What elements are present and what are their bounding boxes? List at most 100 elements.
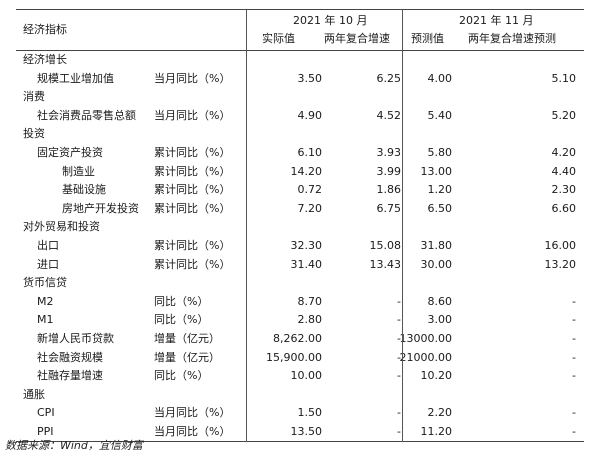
measure-type: 当月同比（%）: [154, 108, 231, 122]
indicator-name: M2: [37, 294, 54, 308]
table-row: 出口 累计同比（%） 32.30 15.08 31.80 16.00: [16, 237, 584, 256]
col-cagr-header: 两年复合增速: [324, 32, 390, 45]
indicator-name: 消费: [23, 90, 45, 104]
table-row: 房地产开发投资 累计同比（%） 7.20 6.75 6.50 6.60: [16, 200, 584, 219]
indicator-name: 社融存量增速: [37, 369, 103, 383]
oct-actual-value: 15,900.00: [266, 350, 322, 364]
table-row: 经济增长: [16, 51, 584, 70]
oct-actual-value: 14.20: [290, 164, 323, 178]
oct-actual-value: 0.72: [297, 183, 323, 197]
measure-type: 累计同比（%）: [154, 183, 231, 197]
oct-actual-value: 3.50: [297, 71, 323, 85]
measure-type: 累计同比（%）: [154, 238, 231, 252]
measure-type: 同比（%）: [154, 313, 209, 327]
table-row: 新增人民币贷款 增量（亿元） 8,262.00-13000.00-: [16, 330, 584, 349]
nov-cagr-forecast-value: -: [572, 406, 576, 420]
measure-type: 累计同比（%）: [154, 164, 231, 178]
group-oct-header: 2021 年 10 月: [293, 14, 368, 27]
oct-cagr-value: 3.99: [376, 164, 402, 178]
table-row: PPI 当月同比（%） 13.50 - 11.20 -: [16, 423, 584, 442]
indicator-name: 基础设施: [62, 183, 106, 197]
column-divider-left: [246, 9, 247, 443]
table-row: 货币信贷: [16, 274, 584, 293]
nov-forecast-value: 1.20: [427, 183, 453, 197]
table-row: 投资: [16, 125, 584, 144]
indicator-name: 房地产开发投资: [62, 201, 139, 215]
nov-cagr-forecast-value: 13.20: [544, 257, 577, 271]
indicator-name: 经济增长: [23, 53, 67, 66]
nov-cagr-forecast-value: 5.20: [551, 108, 577, 122]
oct-cagr-value: 6.75: [376, 201, 402, 215]
indicator-name: PPI: [37, 424, 54, 438]
nov-forecast-value: 5.40: [427, 108, 453, 122]
oct-actual-value: 8.70: [297, 294, 323, 308]
nov-forecast-value: 2.20: [427, 406, 453, 420]
indicator-name: 新增人民币贷款: [37, 331, 114, 345]
indicator-name: CPI: [37, 406, 55, 420]
nov-forecast-value: 4.00: [427, 71, 453, 85]
nov-cagr-forecast-value: -: [572, 313, 576, 327]
measure-type: 累计同比（%）: [154, 145, 231, 159]
nov-forecast-value: 5.80: [427, 145, 453, 159]
col-cagr-forecast-header: 两年复合增速预测: [468, 32, 556, 45]
measure-type: 同比（%）: [154, 294, 209, 308]
oct-actual-value: 13.50: [290, 424, 323, 438]
table-row: 进口 累计同比（%） 31.40 13.43 30.00 13.20: [16, 256, 584, 275]
oct-actual-value: 10.00: [290, 369, 323, 383]
oct-actual-value: 31.40: [290, 257, 323, 271]
indicator-name: 货币信贷: [23, 276, 67, 290]
nov-cagr-forecast-value: 5.10: [551, 71, 577, 85]
nov-forecast-value: 11.20: [420, 424, 453, 438]
oct-cagr-value: -: [397, 424, 401, 438]
measure-type: 增量（亿元）: [154, 350, 220, 364]
nov-forecast-value: 6.50: [427, 201, 453, 215]
column-divider-right: [402, 9, 403, 443]
oct-cagr-value: -: [397, 313, 401, 327]
measure-type: 当月同比（%）: [154, 71, 231, 85]
measure-type: 当月同比（%）: [154, 424, 231, 438]
nov-cagr-forecast-value: 6.60: [551, 201, 577, 215]
nov-cagr-forecast-value: 4.20: [551, 145, 577, 159]
oct-cagr-value: -: [397, 350, 401, 364]
nov-cagr-forecast-value: -: [572, 369, 576, 383]
table-row: 社会消费品零售总额 当月同比（%） 4.90 4.52 5.40 5.20: [16, 107, 584, 126]
nov-cagr-forecast-value: -: [572, 350, 576, 364]
measure-type: 累计同比（%）: [154, 257, 231, 271]
oct-cagr-value: 6.25: [376, 71, 402, 85]
nov-cagr-forecast-value: 4.40: [551, 164, 577, 178]
table-row: CPI 当月同比（%） 1.50 - 2.20 -: [16, 404, 584, 423]
measure-type: 当月同比（%）: [154, 406, 231, 420]
oct-actual-value: 1.50: [297, 406, 323, 420]
source-note: 数据来源：Wind，宜信财富: [5, 439, 143, 452]
indicator-name: 投资: [23, 127, 45, 141]
table-row: 社会融资规模 增量（亿元） 15,900.00-21000.00-: [16, 349, 584, 368]
measure-type: 累计同比（%）: [154, 201, 231, 215]
table-row: 对外贸易和投资: [16, 218, 584, 237]
nov-forecast-value: 10.20: [420, 369, 453, 383]
oct-actual-value: 8,262.00: [273, 331, 322, 345]
table-row: 规模工业增加值 当月同比（%） 3.50 6.25 4.00 5.10: [16, 70, 584, 89]
oct-cagr-value: 3.93: [376, 145, 402, 159]
indicator-name: 出口: [37, 238, 59, 252]
oct-cagr-value: -: [397, 331, 401, 345]
table-row: 通胀: [16, 386, 584, 405]
indicator-name: 通胀: [23, 387, 45, 401]
table-body: 经济增长 规模工业增加值 当月同比（%） 3.50 6.25 4.00 5.10 消费 社会消费…: [16, 51, 584, 443]
oct-cagr-value: 1.86: [376, 183, 402, 197]
oct-cagr-value: 15.08: [369, 238, 402, 252]
nov-forecast-value: 8.60: [427, 294, 453, 308]
oct-actual-value: 2.80: [297, 313, 323, 327]
indicator-name: 固定资产投资: [37, 145, 103, 159]
oct-actual-value: 32.30: [290, 238, 323, 252]
table-header: 经济指标 2021 年 10 月 2021 年 11 月 实际值 两年复合增速 …: [16, 9, 584, 51]
oct-cagr-value: -: [397, 406, 401, 420]
economic-indicators-table: 经济指标 2021 年 10 月 2021 年 11 月 实际值 两年复合增速 …: [16, 9, 584, 443]
nov-cagr-forecast-value: 16.00: [544, 238, 577, 252]
oct-actual-value: 6.10: [297, 145, 323, 159]
indicator-name: 制造业: [62, 164, 95, 178]
indicator-name: 进口: [37, 257, 59, 271]
nov-cagr-forecast-value: -: [572, 424, 576, 438]
measure-type: 增量（亿元）: [154, 331, 220, 345]
col-forecast-header: 预测值: [411, 32, 444, 45]
nov-forecast-value: 13000.00: [399, 331, 453, 345]
